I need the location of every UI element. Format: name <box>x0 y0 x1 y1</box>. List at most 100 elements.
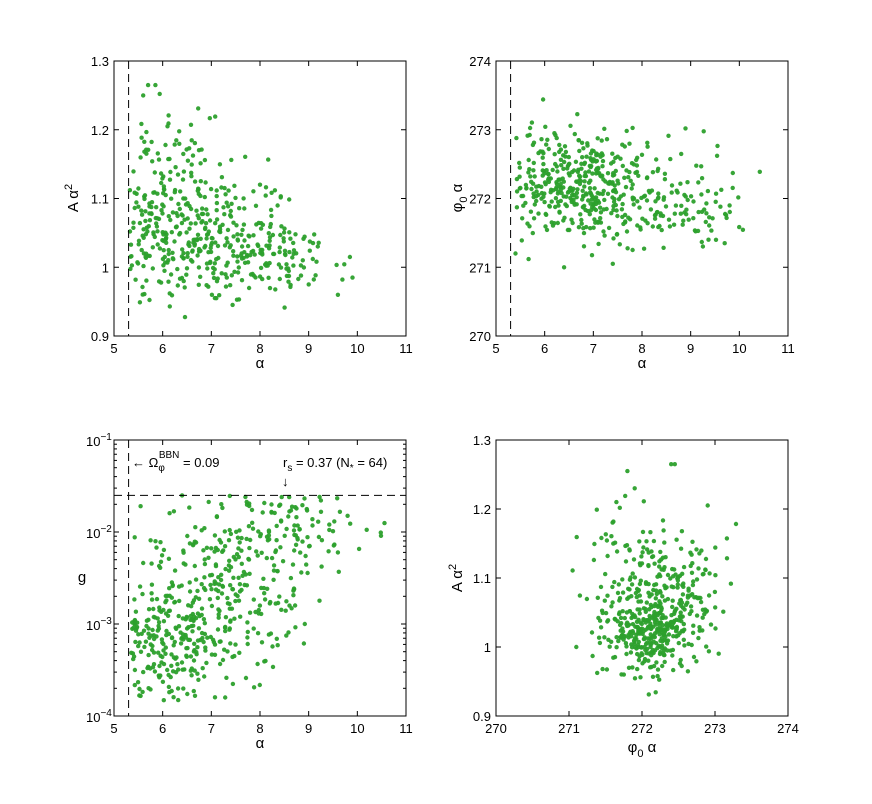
scatter-point <box>235 270 241 275</box>
scatter-point <box>681 218 686 223</box>
scatter-point <box>623 219 628 224</box>
scatter-point <box>546 171 551 177</box>
scatter-point <box>577 593 583 598</box>
scatter-point <box>713 191 719 196</box>
scatter-point <box>679 151 684 157</box>
ticks: 5 6 7 8 9 10 11 0.9 1 1.1 1.2 1.3 <box>91 54 413 356</box>
scatter-point <box>192 614 197 619</box>
scatter-point <box>269 190 274 195</box>
scatter-point <box>605 553 610 559</box>
scatter-point <box>199 528 204 533</box>
scatter-point <box>227 626 232 631</box>
scatter-point <box>149 597 155 602</box>
scatter-point <box>528 174 533 179</box>
scatter-point <box>222 212 227 217</box>
scatter-point <box>534 194 539 199</box>
scatter-point <box>301 641 307 646</box>
scatter-point <box>282 248 288 253</box>
scatter-point <box>207 116 212 121</box>
scatter-point <box>591 557 597 563</box>
scatter-point <box>316 534 322 540</box>
scatter-point <box>558 147 564 152</box>
scatter-point <box>133 628 139 633</box>
scatter-point <box>660 613 665 618</box>
scatter-point <box>141 560 146 566</box>
scatter-point <box>617 622 623 628</box>
scatter-point <box>159 180 164 186</box>
scatter-point <box>168 169 173 175</box>
scatter-point <box>213 581 219 586</box>
scatter-point <box>212 695 218 700</box>
scatter-point <box>177 206 182 212</box>
scatter-point <box>689 570 695 575</box>
scatter-point <box>639 554 644 559</box>
scatter-point <box>707 223 712 228</box>
scatter-point <box>514 205 520 210</box>
scatter-point <box>703 556 709 562</box>
scatter-point <box>600 158 606 164</box>
scatter-point <box>257 682 262 688</box>
x-axis-label: α <box>638 355 647 372</box>
scatter-point <box>180 632 186 637</box>
scatter-point <box>520 216 525 221</box>
scatter-point <box>235 535 241 540</box>
scatter-point <box>195 213 200 218</box>
scatter-point <box>278 232 283 238</box>
scatter-point <box>332 519 337 524</box>
scatter-point <box>271 577 276 582</box>
x-tick-label: 271 <box>558 721 580 736</box>
scatter-point <box>640 652 645 657</box>
scatter-point <box>266 529 272 535</box>
scatter-point <box>563 149 569 155</box>
scatter-point <box>220 505 225 511</box>
scatter-point <box>648 640 653 645</box>
scatter-point <box>256 607 261 613</box>
scatter-point <box>235 238 241 243</box>
scatter-point <box>631 557 637 562</box>
scatter-point <box>200 635 205 641</box>
scatter-point <box>151 190 156 195</box>
scatter-point <box>160 211 165 216</box>
scatter-point <box>648 530 653 535</box>
scatter-point <box>574 534 579 540</box>
scatter-point <box>222 529 227 534</box>
scatter-point <box>129 650 134 655</box>
scatter-point <box>166 631 172 637</box>
scatter-point <box>175 283 180 288</box>
scatter-point <box>146 607 152 612</box>
scatter-point <box>681 564 687 570</box>
scatter-point <box>267 285 273 291</box>
scatter-point <box>303 553 308 559</box>
scatter-point <box>205 212 210 217</box>
scatter-point <box>165 667 170 673</box>
scatter-point <box>650 224 655 229</box>
scatter-point <box>147 218 153 223</box>
scatter-point <box>185 645 190 651</box>
scatter-point <box>199 606 205 611</box>
scatter-point <box>629 582 635 587</box>
scatter-point <box>630 247 635 253</box>
scatter-point <box>646 658 651 663</box>
scatter-point <box>708 622 714 627</box>
scatter-point <box>146 626 151 631</box>
scatter-point <box>198 179 203 184</box>
scatter-point <box>312 232 317 237</box>
scatter-point <box>612 579 617 585</box>
scatter-point <box>614 549 620 554</box>
scatter-point <box>166 214 171 219</box>
scatter-point <box>658 557 664 562</box>
scatter-point <box>586 169 592 174</box>
scatter-point <box>567 161 572 166</box>
scatter-point <box>176 697 181 703</box>
scatter-point <box>705 503 710 508</box>
scatter-point <box>552 131 557 136</box>
scatter-point <box>185 251 190 256</box>
scatter-point <box>139 212 145 217</box>
scatter-point <box>199 211 205 217</box>
scatter-point <box>283 608 288 613</box>
scatter-point <box>513 251 518 256</box>
scatter-point <box>233 642 238 647</box>
scatter-point <box>222 647 227 652</box>
scatter-point <box>596 635 602 640</box>
scatter-point <box>519 238 524 243</box>
